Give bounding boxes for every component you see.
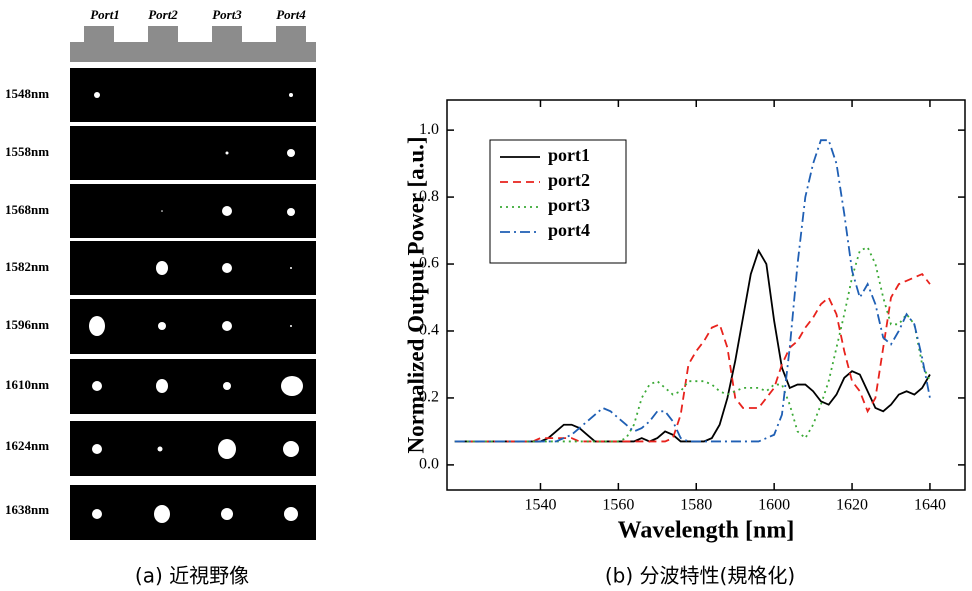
spot: [225, 151, 229, 155]
image: [70, 184, 316, 238]
spot: [281, 376, 303, 396]
image: [70, 421, 316, 476]
y-tick-label: 0.4: [419, 322, 439, 339]
image: [70, 359, 316, 414]
image: [70, 126, 316, 180]
spot: [92, 509, 102, 519]
y-tick-label: 1.0: [419, 121, 439, 138]
spot: [92, 444, 102, 454]
spot: [222, 263, 232, 273]
spot: [290, 267, 292, 269]
row-label: 1582nm: [5, 259, 49, 274]
spot: [156, 261, 168, 275]
spot: [161, 210, 163, 212]
spot: [222, 206, 232, 216]
row-label: 1624nm: [5, 438, 49, 453]
row-label: 1596nm: [5, 317, 49, 332]
y-tick-label: 0.8: [419, 188, 439, 205]
legend-label: port2: [548, 170, 590, 190]
image: [70, 68, 316, 122]
series-line: [454, 246, 931, 443]
port-label: Port2: [148, 7, 178, 22]
y-tick-label: 0.6: [419, 255, 439, 272]
x-tick-label: 1580: [680, 497, 712, 514]
image: [70, 241, 316, 295]
spot: [89, 316, 105, 336]
x-tick-label: 1620: [836, 497, 868, 514]
legend-label: port3: [548, 195, 590, 215]
legend-label: port1: [548, 145, 590, 165]
x-tick-label: 1640: [914, 497, 946, 514]
row-label: 1638nm: [5, 502, 49, 517]
y-tick-label: 0.2: [419, 389, 439, 406]
spot: [287, 149, 295, 157]
caption: (b) 分波特性(規格化): [605, 564, 795, 588]
near-field-panel: Port1 Port2 Port3 Port4: [5, 7, 316, 588]
x-tick-label: 1600: [758, 497, 790, 514]
spot: [218, 439, 236, 459]
spot: [158, 322, 166, 330]
row-label: 1568nm: [5, 202, 49, 217]
row-label: 1610nm: [5, 377, 49, 392]
port-label: Port1: [90, 7, 120, 22]
series-line: [454, 139, 931, 443]
spot: [223, 382, 231, 390]
spot: [290, 325, 292, 327]
spot: [222, 321, 232, 331]
legend-label: port4: [548, 220, 590, 240]
y-tick-label: 0.0: [419, 456, 439, 473]
spot: [157, 446, 163, 452]
port-label: Port4: [276, 7, 306, 22]
caption: (a) 近視野像: [135, 564, 249, 588]
image: [70, 485, 316, 540]
spot: [287, 208, 295, 216]
x-tick-label: 1560: [602, 497, 634, 514]
spot: [92, 381, 102, 391]
spot: [156, 379, 168, 393]
image: [70, 299, 316, 354]
legend-box: [489, 139, 627, 264]
spot: [94, 92, 100, 98]
x-tick-label: 1540: [524, 497, 556, 514]
plot-frame: [446, 99, 966, 491]
spot: [221, 508, 233, 520]
port-label: Port3: [212, 7, 242, 22]
row-label: 1558nm: [5, 144, 49, 159]
series-line: [454, 272, 931, 443]
spot: [154, 505, 170, 523]
series-line: [454, 248, 931, 443]
row-label: 1548nm: [5, 86, 49, 101]
spot: [283, 441, 299, 457]
y-axis-title: Normalized Output Power [a.u.]: [403, 136, 428, 453]
spot: [284, 507, 298, 521]
waveguide: [70, 26, 316, 62]
x-axis-title: Wavelength [nm]: [618, 518, 795, 544]
spot: [289, 93, 293, 97]
